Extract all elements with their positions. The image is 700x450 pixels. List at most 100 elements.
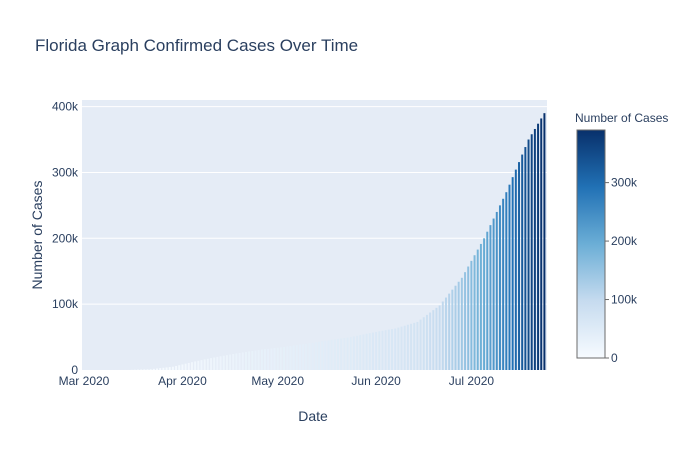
bar — [368, 333, 371, 370]
bar — [486, 231, 489, 370]
bar — [340, 338, 343, 370]
bar — [298, 344, 301, 370]
y-ticks: 0 100k 200k 300k 400k — [52, 100, 79, 377]
bar — [511, 177, 514, 370]
bar — [435, 307, 438, 370]
bar — [403, 325, 406, 370]
x-ticks: Mar 2020 Apr 2020 May 2020 Jun 2020 Jul 2020 — [59, 374, 495, 388]
bar — [333, 339, 336, 370]
bar — [492, 218, 495, 370]
bar — [451, 289, 454, 370]
bar — [314, 342, 317, 370]
bar — [495, 211, 498, 370]
bar — [305, 343, 308, 370]
bar — [343, 338, 346, 370]
bar — [295, 345, 298, 370]
bar — [498, 205, 501, 370]
bar — [222, 355, 225, 370]
bar — [400, 326, 403, 370]
bar — [311, 342, 314, 370]
colorbar-title: Number of Cases — [575, 111, 668, 125]
y-tick-label: 0 — [71, 363, 78, 377]
bar — [381, 330, 384, 370]
colorbar-tick-label: 200k — [611, 234, 638, 248]
bar — [473, 255, 476, 370]
bar — [537, 123, 540, 371]
bar — [283, 346, 286, 370]
bar — [508, 184, 511, 370]
x-tick-label: Apr 2020 — [158, 374, 207, 388]
bar — [286, 346, 289, 370]
bar — [276, 347, 279, 370]
bar — [530, 134, 533, 370]
bar — [308, 343, 311, 370]
y-tick-label: 100k — [52, 297, 79, 311]
bar — [238, 352, 241, 370]
bar — [375, 331, 378, 370]
bar — [438, 305, 441, 370]
bar — [197, 360, 200, 370]
bar — [410, 323, 413, 370]
colorbar — [576, 129, 606, 359]
bar — [444, 297, 447, 370]
bar — [467, 266, 470, 370]
bar — [349, 337, 352, 370]
bar — [378, 331, 381, 370]
bar — [235, 353, 238, 370]
bar — [216, 356, 219, 370]
bar — [152, 368, 155, 370]
colorbar-tick-label: 0 — [611, 351, 618, 365]
bar — [219, 356, 222, 370]
bar — [181, 364, 184, 370]
bar — [425, 314, 428, 370]
bar — [324, 340, 327, 370]
bar — [321, 341, 324, 370]
bar — [448, 293, 451, 370]
plot-area — [82, 100, 547, 370]
x-tick-label: Jun 2020 — [351, 374, 401, 388]
bar — [317, 341, 320, 370]
bar — [479, 243, 482, 370]
bar — [254, 350, 257, 370]
bar — [273, 348, 276, 370]
bar — [162, 367, 165, 370]
bar — [429, 312, 432, 370]
bar — [175, 365, 178, 370]
bar — [194, 361, 197, 370]
bar — [454, 285, 457, 370]
bar — [457, 281, 460, 370]
bar — [406, 324, 409, 370]
bar — [540, 118, 543, 370]
bar — [264, 349, 266, 370]
bar — [229, 354, 232, 370]
bar — [270, 348, 273, 370]
bar — [232, 354, 235, 370]
bar — [476, 249, 479, 370]
bar — [514, 169, 517, 370]
bar — [248, 351, 251, 370]
y-axis-title: Number of Cases — [29, 181, 45, 290]
bar — [213, 357, 216, 370]
bar — [352, 336, 355, 370]
bar — [432, 310, 435, 370]
bar — [419, 319, 422, 370]
bar — [365, 333, 368, 370]
bar — [241, 352, 244, 370]
bar — [178, 365, 181, 370]
bar — [210, 358, 212, 370]
bar — [346, 337, 349, 370]
bar — [244, 351, 247, 370]
bar — [441, 301, 444, 370]
bars-group — [83, 113, 546, 371]
bar — [397, 327, 400, 370]
bar — [483, 238, 486, 370]
colorbar-ticks: 0 100k 200k 300k — [605, 176, 638, 365]
bar — [521, 154, 524, 370]
bar — [359, 335, 362, 370]
bar — [200, 360, 203, 370]
bar — [267, 348, 270, 370]
y-tick-label: 200k — [52, 231, 79, 245]
bar — [505, 192, 508, 370]
bar — [203, 359, 206, 370]
bar — [464, 272, 467, 370]
